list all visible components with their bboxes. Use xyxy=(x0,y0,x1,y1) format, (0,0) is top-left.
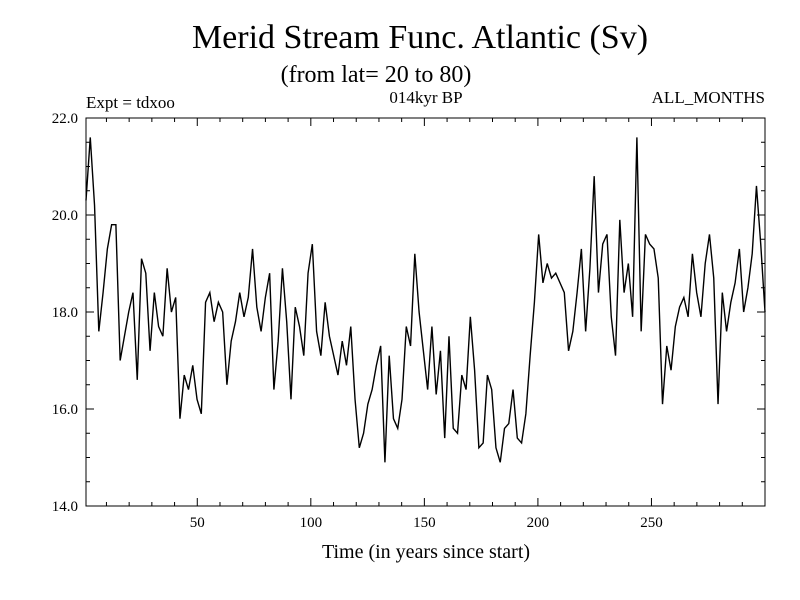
x-tick-label: 200 xyxy=(527,515,550,531)
x-tick-label: 50 xyxy=(190,515,205,531)
chart-subtitle: (from lat= 20 to 80) xyxy=(281,62,472,88)
series-line xyxy=(85,137,766,463)
period-label: 014kyr BP xyxy=(389,88,462,107)
x-tick-label: 100 xyxy=(300,515,323,531)
y-tick-label: 18.0 xyxy=(52,305,78,321)
y-tick-label: 20.0 xyxy=(52,208,78,224)
x-tick-labels: 50 100 150 200 250 xyxy=(190,515,663,531)
axis-ticks xyxy=(86,117,766,507)
months-label: ALL_MONTHS xyxy=(652,88,765,107)
y-tick-labels: 14.0 16.0 18.0 20.0 22.0 xyxy=(52,111,78,515)
x-tick-label: 250 xyxy=(640,515,663,531)
y-tick-label: 14.0 xyxy=(52,499,78,515)
y-tick-label: 16.0 xyxy=(52,402,78,418)
x-axis-label: Time (in years since start) xyxy=(322,541,530,563)
x-tick-label: 150 xyxy=(413,515,436,531)
y-tick-label: 22.0 xyxy=(52,111,78,127)
plot-frame xyxy=(85,117,766,507)
chart-title: Merid Stream Func. Atlantic (Sv) xyxy=(192,19,648,56)
experiment-label: Expt = tdxoo xyxy=(86,93,175,112)
